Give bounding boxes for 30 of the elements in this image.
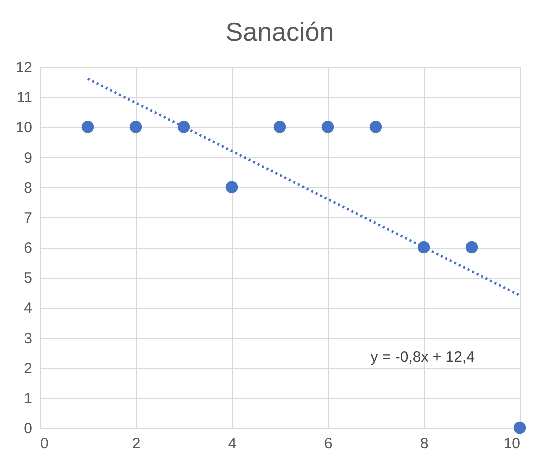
point — [226, 181, 238, 194]
y-tick-label: 5 — [24, 270, 32, 288]
y-tick-label: 9 — [24, 150, 32, 167]
point — [322, 121, 334, 134]
y-tick-label: 8 — [24, 180, 32, 197]
point — [178, 121, 190, 134]
y-tick-label: 1 — [24, 390, 32, 408]
point — [82, 121, 94, 134]
chart-title: Sanación — [226, 17, 334, 47]
x-tick-label: 8 — [420, 436, 429, 452]
x-tick-label: 6 — [324, 436, 333, 452]
y-tick-label: 12 — [16, 60, 32, 76]
x-tick-label: 10 — [504, 436, 520, 452]
x-tick-label: 2 — [132, 436, 141, 452]
y-tick-label: 2 — [24, 360, 32, 378]
y-tick-label: 7 — [24, 210, 32, 227]
y-tick-label: 0 — [24, 420, 32, 438]
point — [466, 241, 478, 254]
x-tick-label: 0 — [40, 436, 49, 452]
point — [370, 121, 382, 134]
point — [130, 121, 142, 134]
y-tick-label: 11 — [16, 90, 32, 107]
y-tick-label: 6 — [24, 240, 32, 257]
point — [514, 422, 526, 434]
x-tick-label: 4 — [228, 436, 237, 452]
annotation: y = -0,8x + 12,4 — [370, 349, 475, 366]
y-tick-label: 10 — [16, 120, 32, 137]
y-tick-label: 3 — [24, 330, 32, 348]
y-tick-label: 4 — [24, 300, 32, 318]
point — [274, 121, 286, 134]
